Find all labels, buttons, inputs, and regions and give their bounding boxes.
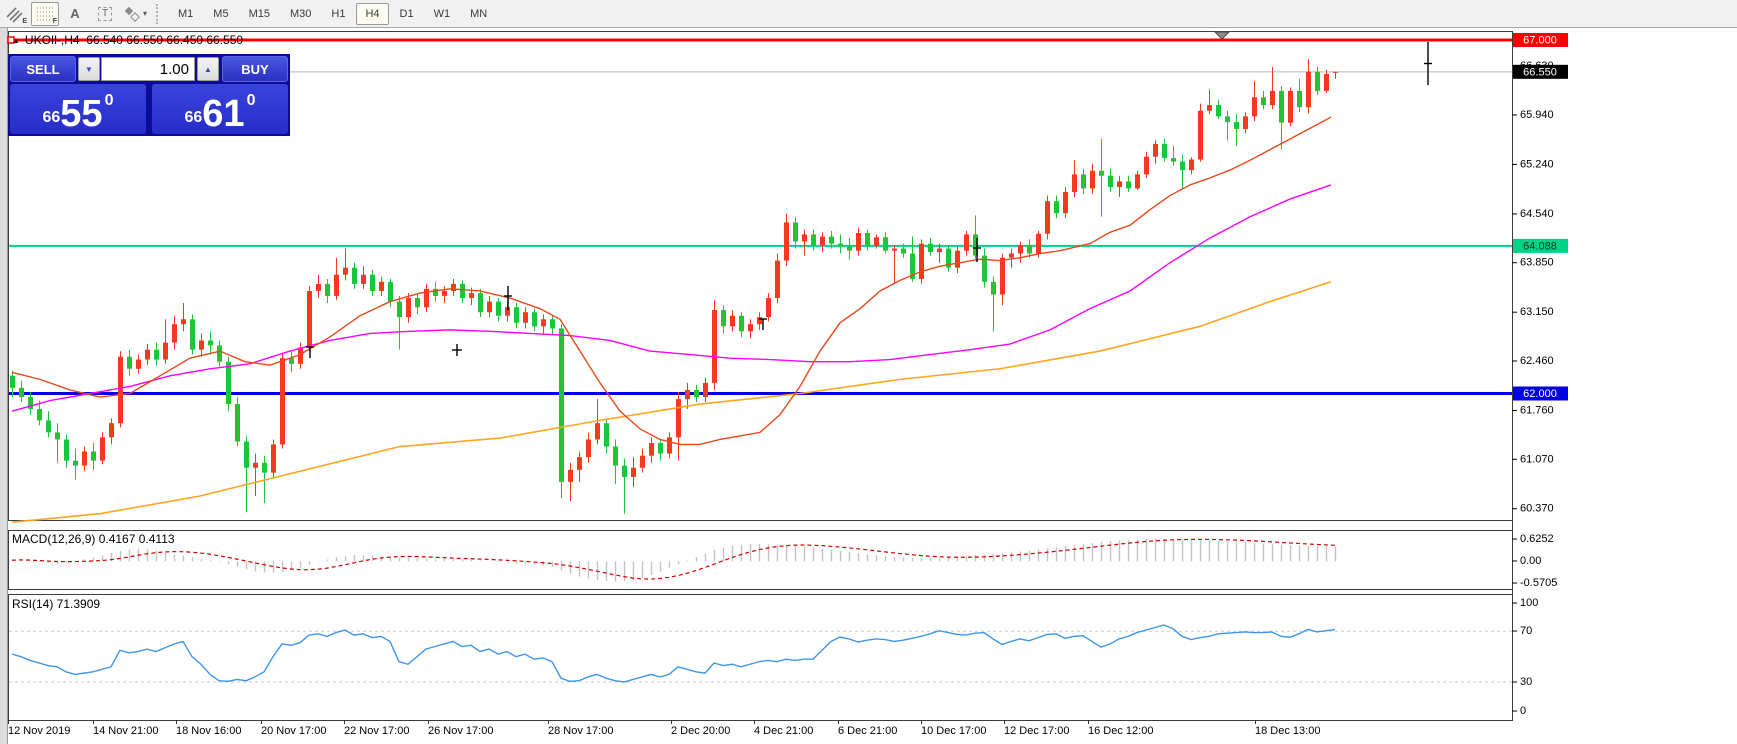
ma-slow-line xyxy=(11,281,1332,523)
time-label: 10 Dec 17:00 xyxy=(921,725,986,737)
arrows-objects-tool[interactable]: ▾ xyxy=(121,2,149,26)
icon-sub-f: F xyxy=(52,17,57,25)
svg-text:64.088: 64.088 xyxy=(1523,240,1557,252)
time-label: 2 Dec 20:00 xyxy=(671,725,730,737)
time-label: 16 Dec 12:00 xyxy=(1088,725,1153,737)
time-label: 12 Nov 2019 xyxy=(8,725,70,737)
chart-marker-T[interactable] xyxy=(306,346,314,358)
chart-marker-dagger[interactable] xyxy=(973,238,981,262)
price-tick-label: 62.460 xyxy=(1520,355,1554,367)
text-box-tool[interactable]: T xyxy=(91,2,119,26)
chart-title-row: ▲ UKOIl-,H4 66.540 66.550 66.450 66.550 xyxy=(12,33,243,47)
hline-badge-67.000[interactable]: 67.000 xyxy=(1513,33,1568,47)
time-label: 4 Dec 21:00 xyxy=(754,725,813,737)
time-label: 14 Nov 21:00 xyxy=(93,725,158,737)
timeframe-M1[interactable]: M1 xyxy=(178,7,194,20)
window-left-strip xyxy=(0,28,7,744)
price-tick-label: 64.540 xyxy=(1520,208,1554,220)
rsi-tick-label: 30 xyxy=(1520,676,1532,688)
macd-pane xyxy=(8,530,1513,590)
chart-shift-marker[interactable] xyxy=(1213,31,1231,40)
rsi-tick-label: 70 xyxy=(1520,625,1532,637)
time-label: 22 Nov 17:00 xyxy=(344,725,409,737)
timeframe-MN[interactable]: MN xyxy=(470,7,488,20)
chart-marker-dagger[interactable] xyxy=(504,286,512,310)
icon-sub-e: E xyxy=(22,17,27,25)
candles xyxy=(10,59,1338,514)
text-box-glyph: T xyxy=(97,6,113,21)
sell-button[interactable]: SELL xyxy=(10,56,76,82)
svg-text:62.000: 62.000 xyxy=(1523,388,1557,400)
rsi-line xyxy=(11,624,1336,683)
chevron-down-icon: ▾ xyxy=(142,9,147,18)
hline-badge-64.088[interactable]: 64.088 xyxy=(1513,238,1568,253)
crosshatch-indicator-icon[interactable]: E xyxy=(1,2,29,26)
time-label: 18 Dec 13:00 xyxy=(1255,725,1320,737)
buy-price-small: 66 xyxy=(184,109,203,126)
svg-text:66.550: 66.550 xyxy=(1523,66,1557,78)
macd-label: MACD(12,26,9) 0.4167 0.4113 xyxy=(12,532,175,546)
one-click-trading-panel: SELL ▼ ▲ BUY 66 55 0 66 61 0 xyxy=(8,54,290,136)
timeframe-M5[interactable]: M5 xyxy=(213,7,229,20)
sell-price-box[interactable]: 66 55 0 xyxy=(10,84,146,134)
macd-tick-label: 0.00 xyxy=(1520,555,1541,567)
buy-price-box[interactable]: 66 61 0 xyxy=(152,84,288,134)
timeframe-M15[interactable]: M15 xyxy=(248,7,270,20)
top-toolbar: E F A T ▾ M1 M5 M15 M30 H1 H4 D1 W1 MN xyxy=(0,0,1737,28)
price-tick-label: 65.240 xyxy=(1520,158,1554,170)
collapse-triangle-icon[interactable]: ▲ xyxy=(12,35,20,45)
ma-fast-line xyxy=(11,116,1332,446)
grid-f-icon[interactable]: F xyxy=(31,1,59,26)
chart-marker-plus[interactable] xyxy=(452,344,462,356)
time-label: 28 Nov 17:00 xyxy=(548,725,613,737)
timeframe-H1[interactable]: H1 xyxy=(331,7,346,20)
text-label-tool[interactable]: A xyxy=(70,6,80,21)
macd-tick-label: 0.6252 xyxy=(1520,533,1554,545)
volume-input[interactable] xyxy=(101,57,195,81)
time-label: 6 Dec 21:00 xyxy=(838,725,897,737)
macd-tick-label: -0.5705 xyxy=(1520,577,1557,589)
chart-marker-T[interactable] xyxy=(759,318,767,330)
time-label: 12 Dec 17:00 xyxy=(1004,725,1069,737)
price-tick-label: 65.940 xyxy=(1520,109,1554,121)
rsi-pane xyxy=(8,594,1513,721)
chart-title: UKOIl-,H4 66.540 66.550 66.450 66.550 xyxy=(24,33,244,47)
time-label: 18 Nov 16:00 xyxy=(176,725,241,737)
arrows-glyph xyxy=(124,6,140,22)
time-label: 26 Nov 17:00 xyxy=(428,725,493,737)
rsi-label: RSI(14) 71.3909 xyxy=(12,597,101,611)
hline-handle[interactable] xyxy=(7,36,15,44)
timeframe-H4[interactable]: H4 xyxy=(356,2,389,25)
price-tick-label: 63.850 xyxy=(1520,257,1554,269)
volume-increase-button[interactable]: ▲ xyxy=(197,57,219,81)
svg-text:67.000: 67.000 xyxy=(1523,35,1557,47)
rsi-tick-label: 0 xyxy=(1520,705,1526,717)
price-tick-label: 63.150 xyxy=(1520,306,1554,318)
chart-marker-vline[interactable] xyxy=(1424,42,1432,85)
timeframe-M30[interactable]: M30 xyxy=(289,7,312,20)
sell-price-sup: 0 xyxy=(104,92,114,109)
sell-price-big: 55 xyxy=(60,93,103,135)
macd-signal-line xyxy=(11,538,1336,580)
volume-decrease-button[interactable]: ▼ xyxy=(78,57,100,81)
price-tick-label: 61.070 xyxy=(1520,453,1554,465)
ma-mid-line xyxy=(11,184,1332,412)
toolbar-separator xyxy=(156,3,164,24)
timeframe-buttons: M1 M5 M15 M30 H1 H4 D1 W1 MN xyxy=(168,2,497,25)
buy-button[interactable]: BUY xyxy=(222,56,288,82)
price-tick-label: 61.760 xyxy=(1520,404,1554,416)
hline-badge-62.000[interactable]: 62.000 xyxy=(1513,386,1568,401)
sell-price-small: 66 xyxy=(42,109,61,126)
price-tick-label: 60.370 xyxy=(1520,503,1554,515)
crosshatch-glyph xyxy=(6,6,23,23)
timeframe-W1[interactable]: W1 xyxy=(433,7,451,20)
timeframe-D1[interactable]: D1 xyxy=(399,7,414,20)
rsi-tick-label: 100 xyxy=(1520,597,1538,609)
time-label: 20 Nov 17:00 xyxy=(261,725,326,737)
buy-price-sup: 0 xyxy=(246,92,256,109)
buy-price-big: 61 xyxy=(202,93,245,135)
bid-price-badge[interactable]: 66.550 xyxy=(1513,64,1568,79)
